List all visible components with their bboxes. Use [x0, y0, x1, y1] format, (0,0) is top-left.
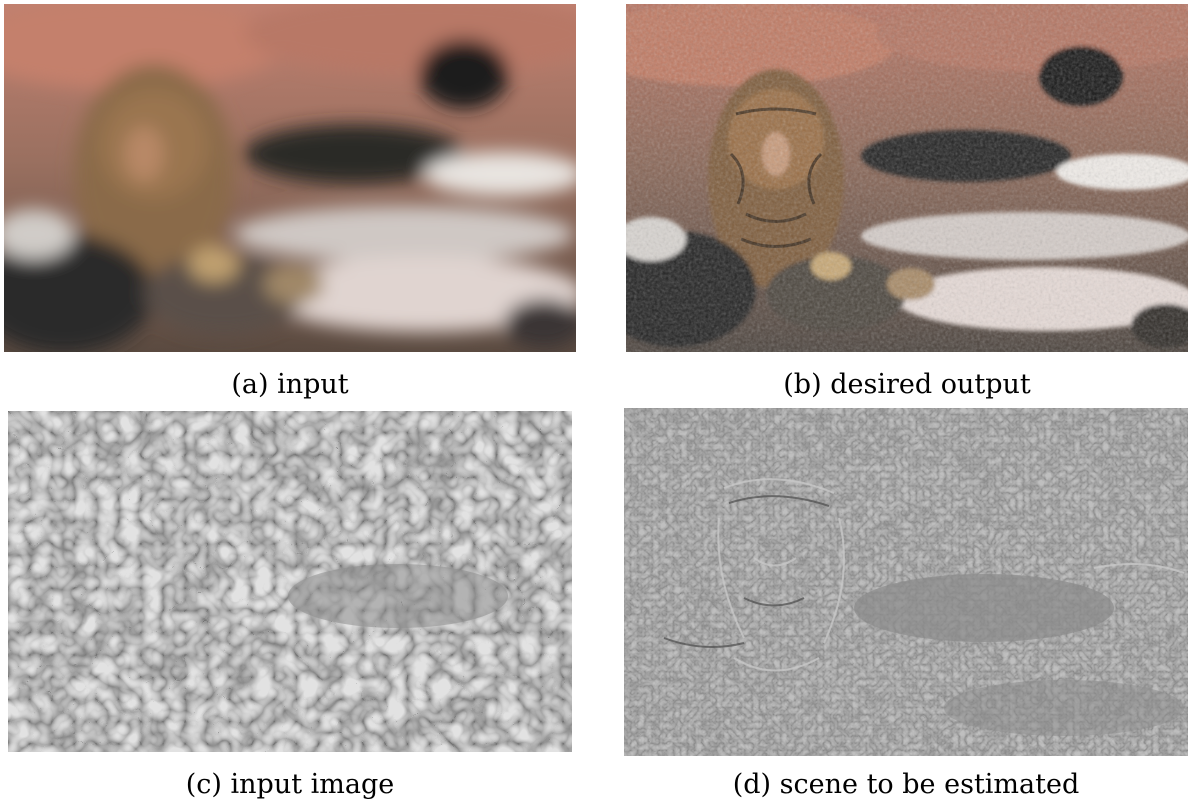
blurred-tiger-photo	[4, 4, 576, 352]
high-frequency-scene-image	[624, 408, 1188, 756]
panel-c-image	[8, 411, 572, 752]
caption-a: (a) input	[231, 369, 349, 400]
sharp-tiger-photo	[626, 4, 1188, 352]
panel-a-image	[4, 4, 576, 352]
caption-c: (c) input image	[185, 769, 395, 800]
panel-d-image	[624, 408, 1188, 756]
caption-b: (b) desired output	[783, 369, 1031, 400]
panel-b-image	[626, 4, 1188, 352]
bandpass-input-image	[8, 411, 572, 752]
caption-d: (d) scene to be estimated	[732, 769, 1080, 800]
